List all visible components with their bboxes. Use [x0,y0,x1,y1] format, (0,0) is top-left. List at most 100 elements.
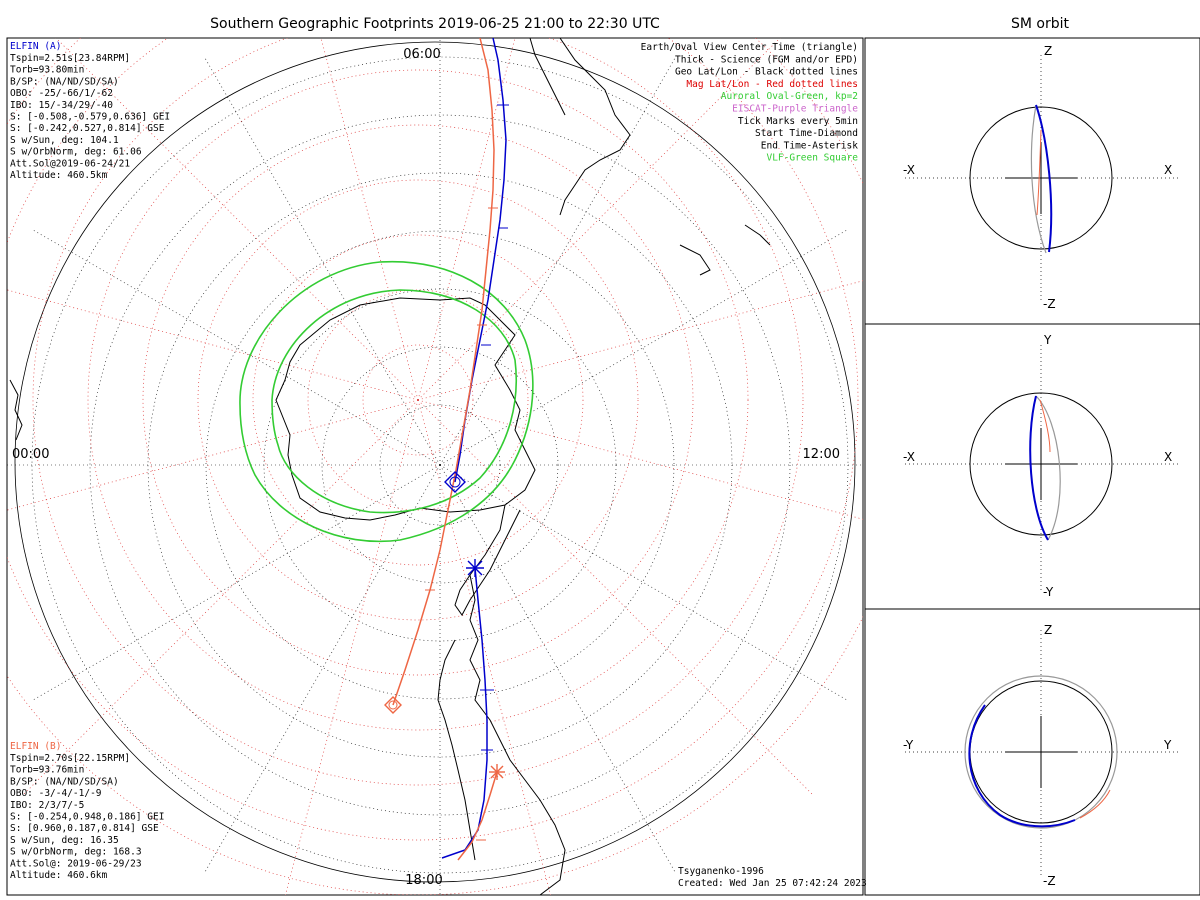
panel-xy-frame [864,323,1200,610]
legend-item: End Time-Asterisk [761,140,859,151]
time-label-top: 06:00 [403,47,440,62]
panel-xz-left-label: -X [903,163,915,177]
coastline-nz [679,224,771,276]
mag-longitude-line [55,38,419,401]
coastline-africa [529,38,631,216]
mag-longitude-line [417,38,516,401]
mag-longitude-line [7,399,419,511]
elfin-a-info-line: Att.Sol@2019-06-24/21 [10,158,130,169]
legend-item: VLF-Green Square [766,153,858,164]
geo-longitude-line [439,464,848,701]
geo-latitude-circle [205,230,675,700]
mag-longitude-line [417,280,863,401]
elfin-a-end-marker [466,559,484,577]
mag-latitude-circle [197,179,639,621]
panel-xy-right-label: X [1164,450,1172,464]
legend-item: Tick Marks every 5min [738,116,858,127]
elfin-a-info-line: IBO: 15/-34/29/-40 [10,100,113,111]
elfin-b-info-line: OBO: -3/-4/-1/-9 [10,788,102,799]
elfin-b-track-south [457,771,498,861]
elfin-a-info-line: S w/Sun, deg: 104.1 [10,135,119,146]
legend-item: Earth/Oval View Center Time (triangle) [641,42,858,53]
coastlines [9,38,771,895]
mag-latitude-circle [142,124,694,676]
panel-xy-bottom-label: -Y [1043,585,1054,599]
geo-latitude-circle [321,346,559,584]
geo-longitude-line [439,229,848,466]
elfin-b-info-line: S w/OrbNorm, deg: 168.3 [10,847,142,858]
legend: Earth/Oval View Center Time (triangle)Th… [641,42,859,164]
geo-longitude-line [439,464,676,873]
legend-item: Auroral Oval-Green, kp=2 [721,91,858,102]
mag-longitude-line [417,399,815,797]
geo-longitude-line [32,229,441,466]
geo-longitude-line [439,57,676,466]
coastline-australia [9,379,23,441]
mag-longitude-line [417,399,863,520]
elfin-b-info-line: S: [-0.254,0.948,0.186] GEI [10,812,164,823]
panel-xz-bottom-label: -Z [1043,297,1056,311]
polar-map [7,38,863,895]
legend-item: Geo Lat/Lon - Black dotted lines [675,67,858,78]
time-label-bottom: 18:00 [405,873,442,888]
mag-latitude-circle [32,38,804,786]
elfin-b-end-marker [489,764,505,780]
legend-item: Thick - Science (FGM and/or EPD) [675,54,858,65]
coastline-south-america [437,574,566,895]
panel-xy: Y -Y -X X [903,333,1180,599]
auroral-oval [239,260,534,543]
elfin-a-info-line: S: [-0.508,-0.579,0.636] GEI [10,112,170,123]
panel-xy-left-label: -X [903,450,915,464]
geo-longitude-line [32,464,441,701]
elfin-a-info-line: Torb=93.80min [10,65,84,76]
elfin-a-info-line: Tspin=2.51s[23.84RPM] [10,53,130,64]
geo-latitude-circle [89,114,791,816]
mag-longitude-line [320,38,419,401]
panel-yz-top-label: Z [1044,623,1052,637]
elfin-b-info-line: Att.Sol@: 2019-06-29/23 [10,858,142,869]
mag-longitude-line [7,289,419,401]
time-label-left: 00:00 [12,447,49,462]
elfin-a-track-south [441,567,488,859]
panel-xz-top-label: Z [1044,44,1052,58]
mag-longitude-line [417,399,551,895]
elfin-b-info-line: S w/Sun, deg: 16.35 [10,835,119,846]
panel-yz-left-label: -Y [903,738,914,752]
mag-latitude-circle [87,69,749,731]
legend-item: Start Time-Diamond [755,128,858,139]
legend-item: EISCAT-Purple Triangle [732,104,858,115]
elfin-b-info-line: S: [0.960,0.187,0.814] GSE [10,823,159,834]
coastline-antarctica [275,297,536,521]
elfin-a-ticks [480,104,509,751]
elfin-b-start-marker [384,696,402,714]
elfin-b-info-line: Altitude: 460.6km [10,870,108,881]
side-title: SM orbit [1011,16,1070,32]
time-label-right: 12:00 [803,447,840,462]
mag-latitude-circle [362,344,474,456]
auroral-oval-outer [239,260,534,543]
elfin-b-info-line: B/SP: (NA/ND/SD/SA) [10,776,119,787]
main-title: Southern Geographic Footprints 2019-06-2… [210,16,660,32]
elfin-a-start-marker [444,471,466,493]
elfin-b-info-line: IBO: 2/3/7/-5 [10,800,84,811]
elfin-a-info-line: OBO: -25/-66/1/-62 [10,88,113,99]
geo-grid [7,38,863,895]
footer-created: Created: Wed Jan 25 07:42:24 2023 [678,878,867,889]
elfin-a-info-line: S w/OrbNorm, deg: 61.06 [10,147,142,158]
panel-yz: Z -Z -Y Y [903,623,1180,888]
elfin-b-info-line: Torb=93.76min [10,765,84,776]
panel-yz-right-label: Y [1163,738,1172,752]
mag-longitude-line [417,38,781,401]
mag-latitude-circle [252,234,584,566]
mag-longitude-line [285,399,419,895]
map-frame [6,37,864,896]
elfin-a-info-line: B/SP: (NA/ND/SD/SA) [10,76,119,87]
panel-xz: Z -Z -X X [903,44,1180,311]
mag-latitude-circle [307,289,529,511]
elfin-b-ticks [425,207,498,841]
mag-grid [7,38,863,895]
elfin-a-name: ELFIN (A) [10,41,61,52]
panel-yz-frame [864,608,1200,896]
elfin-b-name: ELFIN (B) [10,741,61,752]
